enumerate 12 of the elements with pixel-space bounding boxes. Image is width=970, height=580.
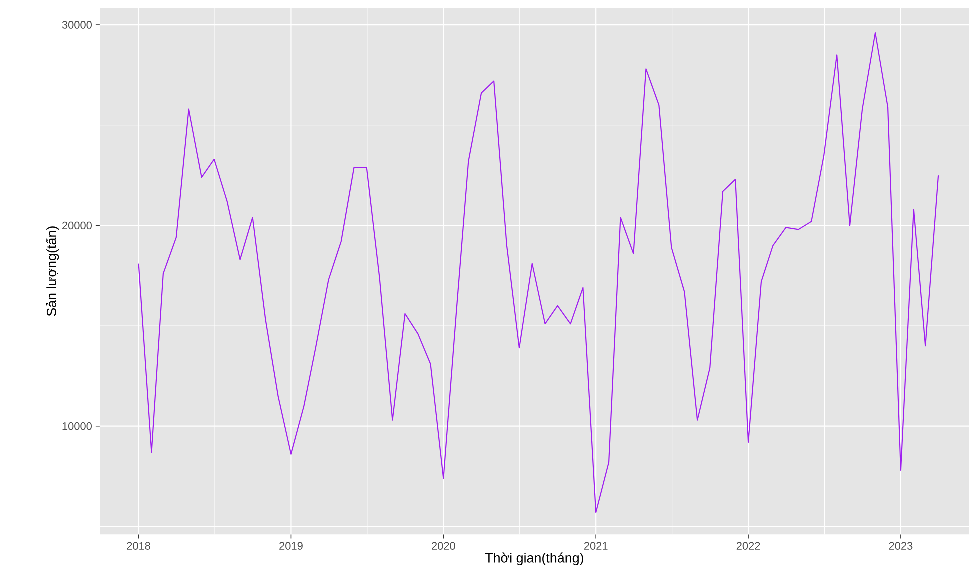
x-tick-label: 2021 xyxy=(584,542,608,550)
y-tick-label: 20000 xyxy=(62,222,92,230)
y-tick-label: 30000 xyxy=(62,21,92,30)
x-tick-label: 2019 xyxy=(280,542,303,550)
x-axis-title: Thời gian(tháng) xyxy=(485,552,584,566)
y-tick-label: 10000 xyxy=(62,422,92,430)
y-axis-title: Sản lượng(tấn) xyxy=(46,226,60,316)
x-tick-label: 2023 xyxy=(889,542,913,550)
line-series xyxy=(138,32,940,514)
x-tick-label: 2018 xyxy=(127,542,150,550)
x-tick-label: 2022 xyxy=(736,542,760,550)
x-tick-label: 2020 xyxy=(432,542,456,550)
